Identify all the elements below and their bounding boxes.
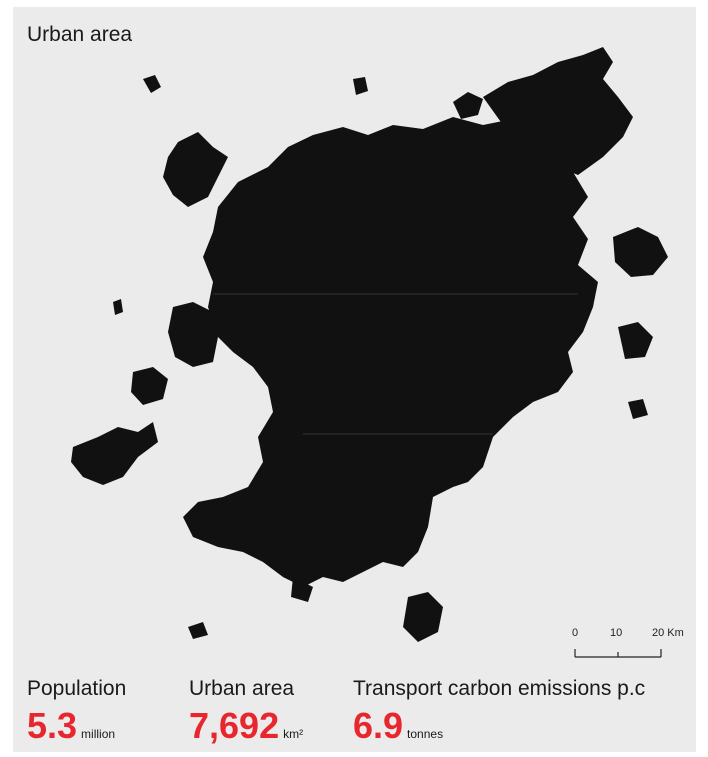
stat-value: 7,692 — [189, 705, 280, 746]
urban-cluster-northeast-2 — [453, 92, 483, 119]
map-panel: Urban area — [13, 7, 696, 752]
urban-footprint — [71, 47, 668, 642]
stat-urban-area: Urban area 7,692 km² — [189, 677, 303, 747]
scale-bar-line — [574, 649, 662, 658]
urban-cluster-northeast — [483, 47, 633, 175]
urban-cluster-southwest — [71, 422, 158, 485]
urban-cluster-east — [613, 227, 668, 277]
map-title: Urban area — [27, 23, 133, 46]
scale-label-10: 10 — [610, 627, 623, 639]
stat-label: Transport carbon emissions p.c — [353, 677, 646, 700]
stat-transport-emissions: Transport carbon emissions p.c 6.9 tonnes — [353, 677, 645, 747]
scale-bar: 0 10 20 Km — [568, 627, 698, 667]
urban-cluster-west — [168, 302, 218, 367]
urban-cluster-northwest — [163, 132, 228, 207]
stat-label: Urban area — [189, 677, 295, 700]
urban-patch-5 — [291, 577, 313, 602]
urban-cluster-east-3 — [628, 399, 648, 419]
scale-label-0: 0 — [572, 627, 579, 639]
stat-unit: km² — [283, 727, 304, 741]
urban-cluster-south — [403, 592, 443, 642]
urban-cluster-east-2 — [618, 322, 653, 359]
stat-population: Population 5.3 million — [27, 677, 126, 747]
urban-area-map — [71, 47, 668, 642]
stat-value: 5.3 — [27, 705, 78, 746]
stats-bar: Population 5.3 million Urban area 7,692 km… — [13, 677, 696, 752]
stat-label: Population — [27, 677, 127, 700]
urban-patch-4 — [188, 622, 208, 639]
stat-unit: tonnes — [407, 727, 444, 741]
stat-value: 6.9 — [353, 705, 404, 746]
urban-core — [183, 117, 598, 587]
urban-patch-3 — [113, 299, 123, 315]
urban-patch-1 — [143, 75, 161, 93]
urban-cluster-west-2 — [131, 367, 168, 405]
urban-patch-2 — [353, 77, 368, 95]
scale-label-20: 20 Km — [652, 627, 684, 639]
stat-unit: million — [81, 727, 116, 741]
